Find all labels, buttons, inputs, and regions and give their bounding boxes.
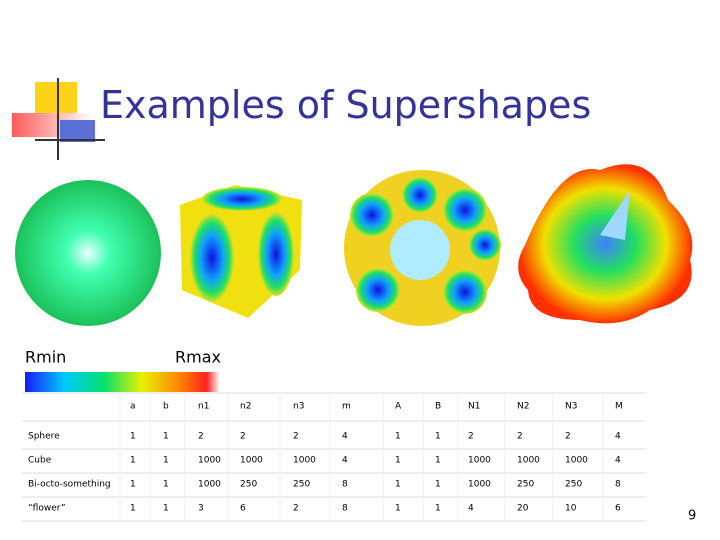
row-label: Sphere — [28, 432, 60, 442]
header-cell: N3 — [565, 402, 577, 412]
parameter-table: a b n1 n2 n3 m A B N1 N2 N3 M Sphere 1 1 2 2 2 4 1 1 2 2 2 4 Cube… — [22, 392, 645, 522]
cell: 250 — [293, 480, 310, 490]
row-label: Bi-octo-something — [28, 480, 111, 490]
polyhedron-image — [344, 170, 501, 326]
cell: 6 — [615, 504, 621, 514]
cell: 2 — [565, 432, 571, 442]
cell: 1 — [130, 504, 136, 514]
cell: 1 — [163, 432, 169, 442]
cell: 8 — [615, 480, 621, 490]
cell: 1 — [435, 480, 441, 490]
header-cell: N1 — [468, 402, 480, 412]
cell: 4 — [468, 504, 474, 514]
cell: 1000 — [565, 456, 588, 466]
cell: 1000 — [293, 456, 316, 466]
cell: 250 — [565, 480, 582, 490]
cell: 2 — [293, 432, 299, 442]
cell: 1 — [163, 504, 169, 514]
header-cell: M — [615, 402, 623, 412]
cell: 2 — [198, 432, 204, 442]
cell: 8 — [342, 480, 348, 490]
colorbar — [25, 372, 220, 392]
rmin-label: Rmin — [25, 348, 66, 367]
header-cell: n3 — [293, 402, 304, 412]
cell: 1 — [130, 480, 136, 490]
cell: 2 — [240, 432, 246, 442]
cell: 4 — [615, 456, 621, 466]
sphere-image — [15, 180, 161, 326]
cell: 20 — [517, 504, 529, 514]
title: Examples of Supershapes — [100, 83, 591, 127]
page-number: 9 — [688, 509, 696, 524]
header-cell: N2 — [517, 402, 529, 412]
cell: 250 — [517, 480, 534, 490]
cell: 1 — [395, 504, 401, 514]
cell: 1 — [163, 480, 169, 490]
cell: 2 — [468, 432, 474, 442]
header-cell: n2 — [240, 402, 251, 412]
header-cell: A — [395, 402, 402, 412]
cell: 1 — [435, 456, 441, 466]
cell: 1000 — [198, 480, 221, 490]
header-cell: b — [163, 402, 169, 412]
cell: 1 — [130, 432, 136, 442]
header-cell: B — [435, 402, 441, 412]
header-cell: a — [130, 402, 136, 412]
row-label: Cube — [28, 456, 52, 466]
cell: 6 — [240, 504, 246, 514]
flower-image — [518, 164, 693, 324]
cell: 1 — [395, 456, 401, 466]
row-label: “flower” — [28, 504, 65, 514]
cell: 1000 — [468, 480, 491, 490]
cell: 1000 — [517, 456, 540, 466]
cell: 2 — [517, 432, 523, 442]
cube-image — [180, 185, 302, 318]
cell: 4 — [342, 456, 348, 466]
rmax-label: Rmax — [175, 348, 221, 367]
cell: 1 — [435, 432, 441, 442]
deco-square — [60, 120, 95, 142]
cell: 1000 — [198, 456, 221, 466]
cell: 3 — [198, 504, 204, 514]
cell: 1 — [395, 480, 401, 490]
cell: 10 — [565, 504, 577, 514]
cell: 1000 — [468, 456, 491, 466]
header-cell: n1 — [198, 402, 209, 412]
cell: 4 — [615, 432, 621, 442]
cell: 1 — [163, 456, 169, 466]
cell: 250 — [240, 480, 257, 490]
cell: 4 — [342, 432, 348, 442]
cell: 1 — [435, 504, 441, 514]
header-cell: m — [342, 402, 351, 412]
cell: 1000 — [240, 456, 263, 466]
cell: 1 — [395, 432, 401, 442]
cell: 2 — [293, 504, 299, 514]
cell: 1 — [130, 456, 136, 466]
cell: 8 — [342, 504, 348, 514]
